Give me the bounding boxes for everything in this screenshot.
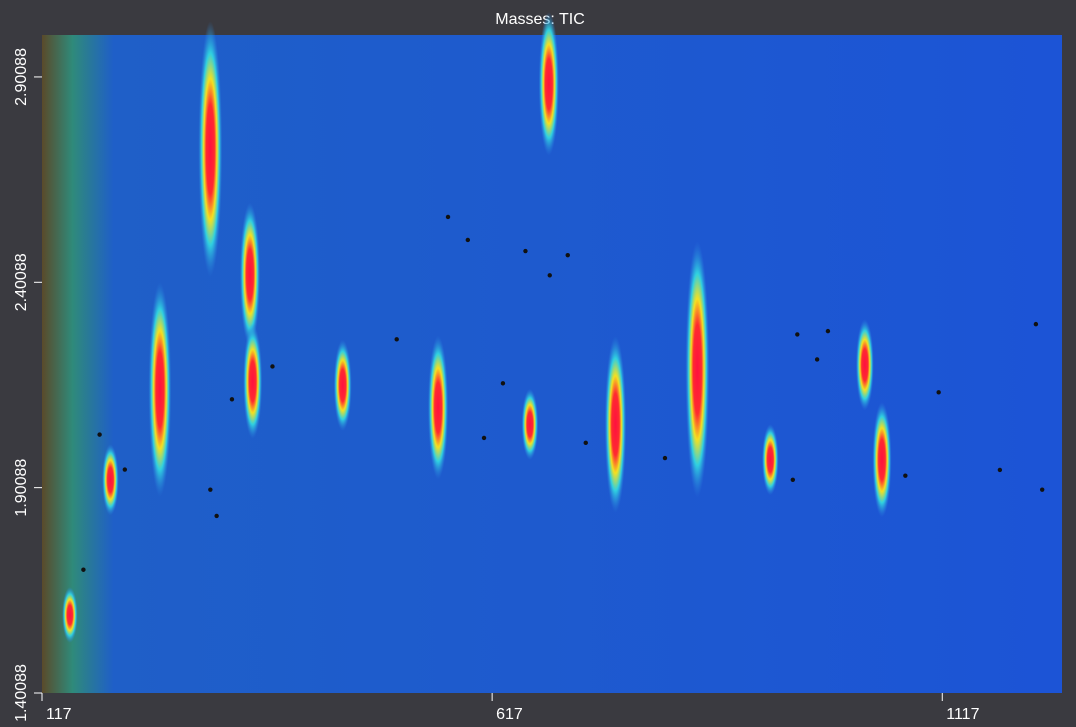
y-tick-label: 1.40088 (13, 664, 30, 722)
marker (394, 337, 399, 342)
marker (1039, 487, 1045, 492)
marker (547, 273, 552, 278)
y-tick-label: 1.90088 (13, 459, 30, 517)
peak (243, 323, 263, 439)
peak (855, 319, 874, 411)
y-tick-label: 2.40088 (13, 253, 30, 311)
marker (270, 364, 275, 369)
peak (538, 11, 560, 156)
y-tick-label: 2.90088 (13, 48, 30, 106)
peak (872, 402, 892, 518)
marker (662, 455, 668, 461)
marker (814, 357, 820, 362)
marker (583, 440, 588, 446)
marker (97, 432, 102, 437)
peak (761, 424, 779, 496)
marker (795, 332, 800, 337)
marker (208, 487, 213, 492)
peak (685, 241, 710, 498)
peak (198, 21, 223, 278)
marker (445, 214, 451, 220)
marker (214, 513, 219, 519)
x-tick-label: 1117 (946, 706, 979, 723)
peak (604, 335, 627, 513)
marker (523, 248, 528, 254)
marker (481, 435, 487, 441)
peak (62, 587, 78, 643)
marker (565, 252, 570, 258)
peak (239, 202, 261, 347)
x-tick-label: 117 (46, 706, 72, 723)
marker (1033, 321, 1039, 327)
x-tick-label: 617 (496, 706, 523, 723)
marker (465, 237, 471, 243)
peak (102, 444, 119, 516)
marker (122, 467, 128, 472)
marker (790, 477, 796, 482)
peak (521, 388, 539, 460)
peak (333, 339, 352, 431)
peak (148, 282, 172, 497)
marker (81, 567, 86, 572)
marker (500, 381, 506, 386)
peak (427, 335, 449, 480)
marker (825, 328, 831, 334)
marker (903, 473, 908, 478)
marker (229, 397, 235, 402)
chart-title: Masses: TIC (495, 11, 585, 28)
marker (936, 390, 941, 395)
marker (997, 467, 1003, 473)
